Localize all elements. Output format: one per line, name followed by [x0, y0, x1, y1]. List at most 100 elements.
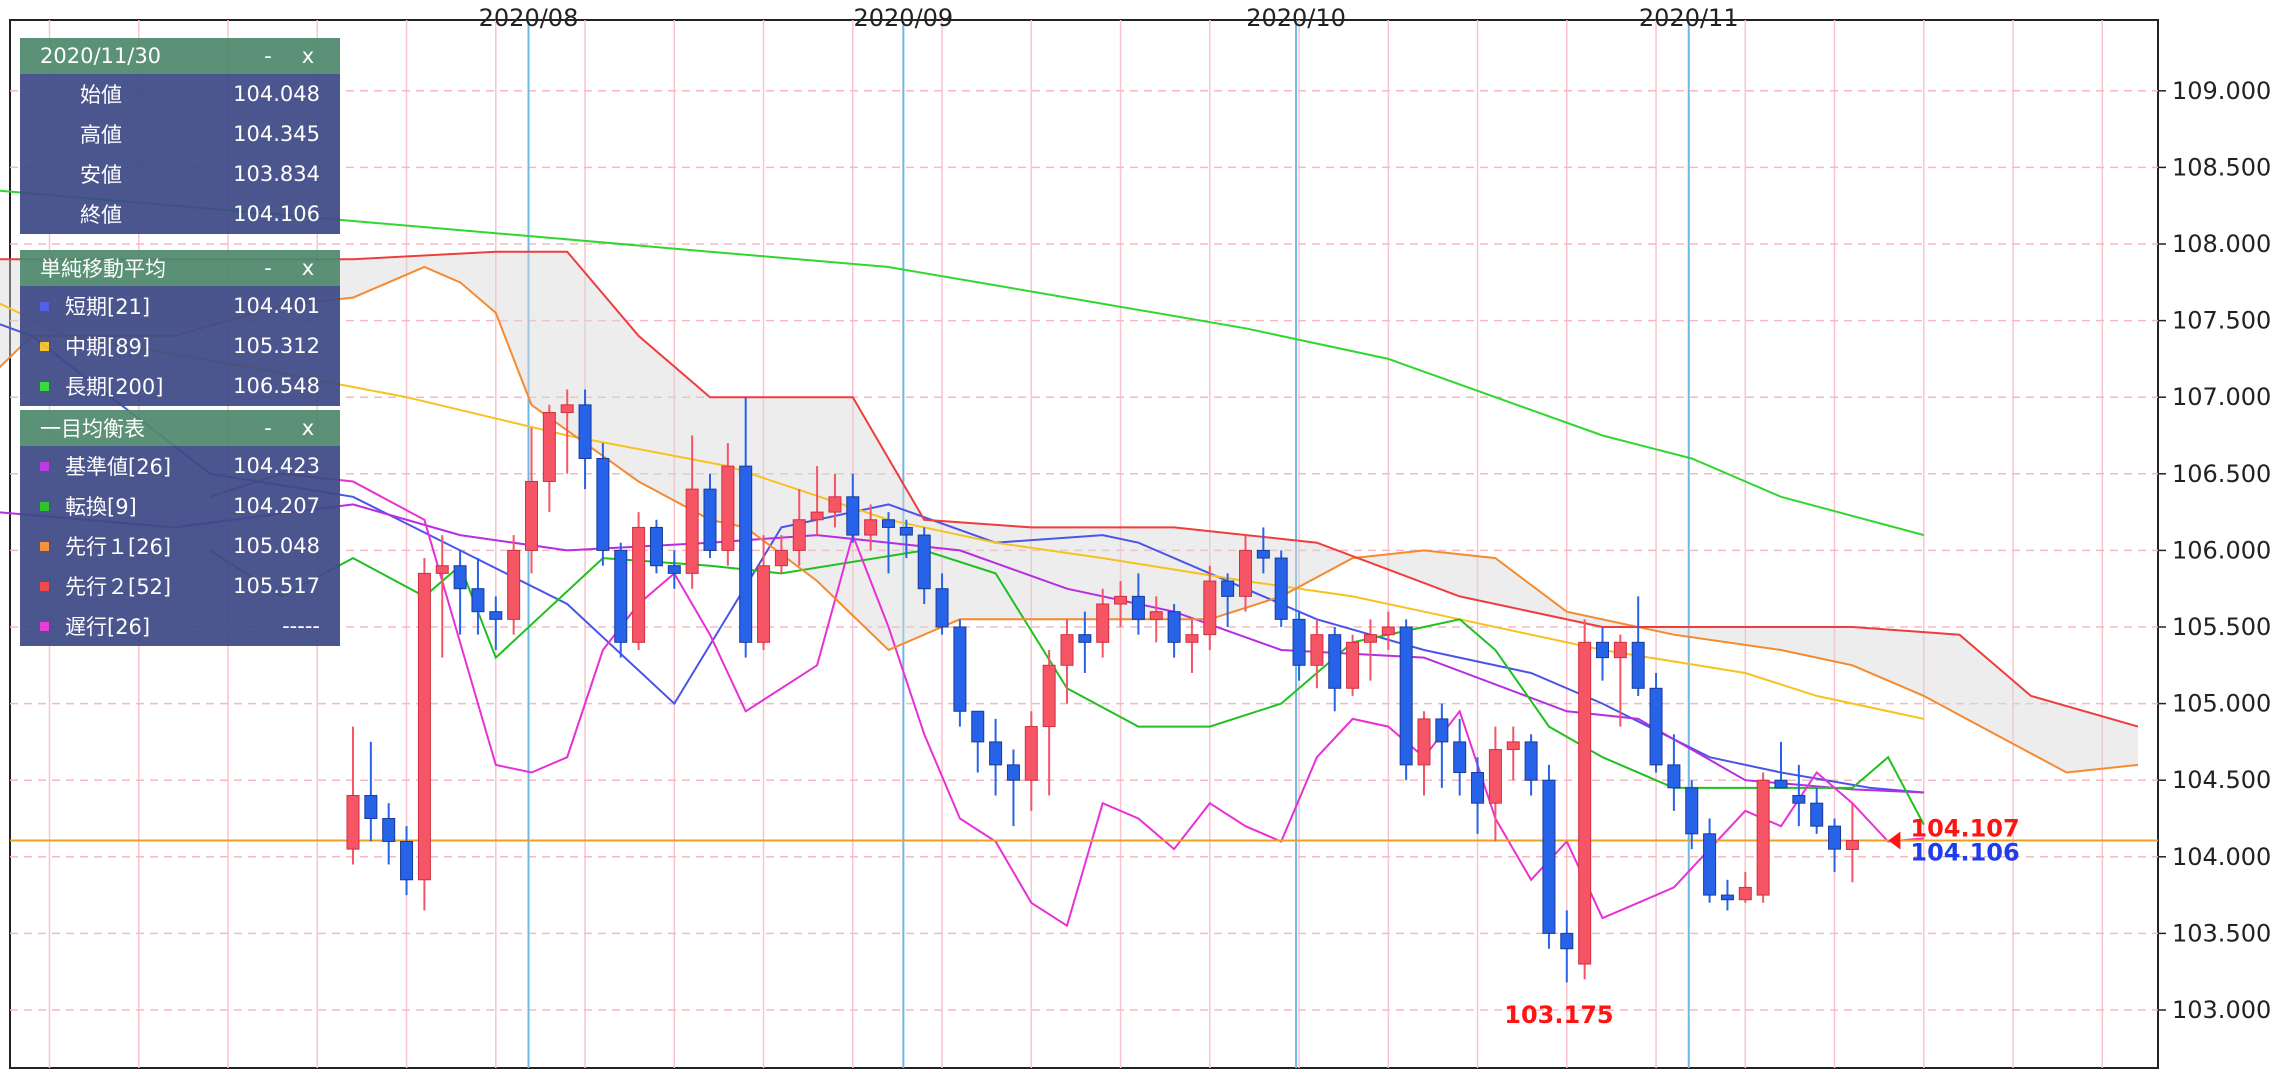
candle-body [846, 496, 860, 536]
candle-body [1203, 580, 1217, 636]
ohlc-open-value: 104.048 [233, 82, 320, 106]
candle-body [1667, 764, 1681, 789]
candle-body [1096, 603, 1110, 643]
ichimoku-panel-header[interactable]: 一目均衡表 - x [20, 410, 340, 446]
candle-body [596, 457, 610, 551]
senkou2-line [0, 250, 2139, 728]
ohlc-low-label: 安値 [80, 163, 122, 187]
sma-long-row: 長期[200] 106.548 [20, 366, 340, 406]
candle-body [542, 412, 556, 482]
y-tick-label: 103.000 [2172, 996, 2271, 1024]
candle-body [1399, 626, 1413, 766]
candle-body [1024, 726, 1038, 781]
candle-body [507, 549, 521, 620]
candle-body [774, 549, 788, 567]
y-tick-label: 103.500 [2172, 919, 2271, 947]
sma-panel-header[interactable]: 単純移動平均 - x [20, 250, 340, 286]
cloud-fill [0, 251, 2138, 773]
candle-body [489, 611, 503, 620]
candle-body [1239, 549, 1252, 597]
y-tick-label: 104.000 [2172, 843, 2271, 871]
ohlc-panel-header[interactable]: 2020/11/30 - x [20, 38, 340, 74]
candle-body [453, 565, 467, 590]
x-month-label: 2020/08 [479, 4, 579, 32]
candle-body [1506, 741, 1520, 751]
candle-body [1435, 718, 1449, 743]
x-month-label: 2020/09 [853, 4, 953, 32]
tenkan-label: 転換[9] [65, 495, 137, 519]
candle-body [1346, 641, 1360, 689]
y-tick-label: 106.500 [2172, 460, 2271, 488]
sma-mid-value: 105.312 [233, 334, 320, 358]
x-month-label: 2020/10 [1246, 4, 1346, 32]
ask-price-label: 104.107 [1910, 815, 2019, 843]
chikou-line [209, 472, 1924, 928]
candle-body [1524, 741, 1538, 781]
ohlc-close-button[interactable]: x [301, 44, 315, 68]
candle-body [1774, 779, 1788, 789]
sma-mid-row: 中期[89] 105.312 [20, 326, 340, 366]
candle-body [971, 710, 985, 743]
kijun-value: 104.423 [233, 454, 320, 478]
candle-body [400, 840, 414, 881]
candlesticks [346, 389, 1859, 983]
ichimoku-panel-title: 一目均衡表 [40, 417, 145, 441]
candle-body [364, 795, 378, 820]
ichimoku-close-button[interactable]: x [301, 416, 315, 440]
candle-body [1542, 779, 1556, 934]
sma-mid-label: 中期[89] [65, 335, 151, 359]
candle-body [757, 565, 771, 643]
candle-body [703, 488, 717, 551]
candle-body [1078, 634, 1092, 643]
candle-body [1310, 634, 1324, 666]
candle-body [899, 526, 913, 536]
candle-body [1131, 595, 1145, 620]
candle-body [1810, 802, 1824, 827]
sma-panel-body: 短期[21] 104.401 中期[89] 105.312 長期[200] 106.5… [20, 286, 340, 406]
ohlc-minimize-button[interactable]: - [264, 44, 272, 68]
senkou1-line [0, 265, 2139, 774]
sma-short-value: 104.401 [233, 294, 320, 318]
candle-body [739, 465, 753, 643]
candle-body [1649, 687, 1663, 766]
candle-body [685, 488, 699, 574]
sma-long-label: 長期[200] [65, 375, 164, 399]
candle-body [1292, 618, 1306, 666]
ohlc-panel-body: 始値 104.048 高値 104.345 安値 103.834 終値 104.106 [20, 74, 340, 234]
ohlc-high-label: 高値 [80, 123, 122, 147]
candle-body [810, 511, 824, 521]
candle-body [560, 404, 574, 414]
sma-short-row: 短期[21] 104.401 [20, 286, 340, 326]
ohlc-close-value: 104.106 [233, 202, 320, 226]
senkou1-label: 先行１[26] [65, 535, 172, 559]
ohlc-high-row: 高値 104.345 [20, 114, 340, 154]
ohlc-close-label: 終値 [80, 203, 122, 227]
candle-body [935, 588, 949, 628]
sma-panel: 単純移動平均 - x 短期[21] 104.401 中期[89] 105.312 長… [20, 250, 340, 406]
tenkan-swatch [40, 501, 49, 511]
candle-body [1274, 557, 1288, 620]
sma-close-button[interactable]: x [301, 256, 315, 280]
candle-body [1006, 764, 1020, 781]
ichimoku-panel-body: 基準値[26] 104.423 転換[9] 104.207 先行１[26] 105.0… [20, 446, 340, 646]
candle-body [1720, 894, 1734, 901]
candle-body [1596, 641, 1609, 659]
ichimoku-minimize-button[interactable]: - [264, 416, 272, 440]
kijun-label: 基準値[26] [65, 455, 172, 479]
sma-minimize-button[interactable]: - [264, 256, 272, 280]
candle-body [435, 565, 449, 574]
y-tick-label: 107.500 [2172, 307, 2271, 335]
candle-body [1381, 626, 1395, 636]
y-tick-label: 106.000 [2172, 536, 2271, 564]
y-tick-label: 104.500 [2172, 766, 2271, 794]
kijun-swatch [40, 461, 49, 471]
candle-body [828, 496, 842, 513]
candle-body [471, 588, 485, 613]
candle-body [1845, 840, 1859, 850]
senkou2-label: 先行２[52] [65, 575, 172, 599]
senkou1-value: 105.048 [233, 534, 320, 558]
tenkan-value: 104.207 [233, 494, 320, 518]
price-arrow-icon [1888, 831, 1901, 850]
